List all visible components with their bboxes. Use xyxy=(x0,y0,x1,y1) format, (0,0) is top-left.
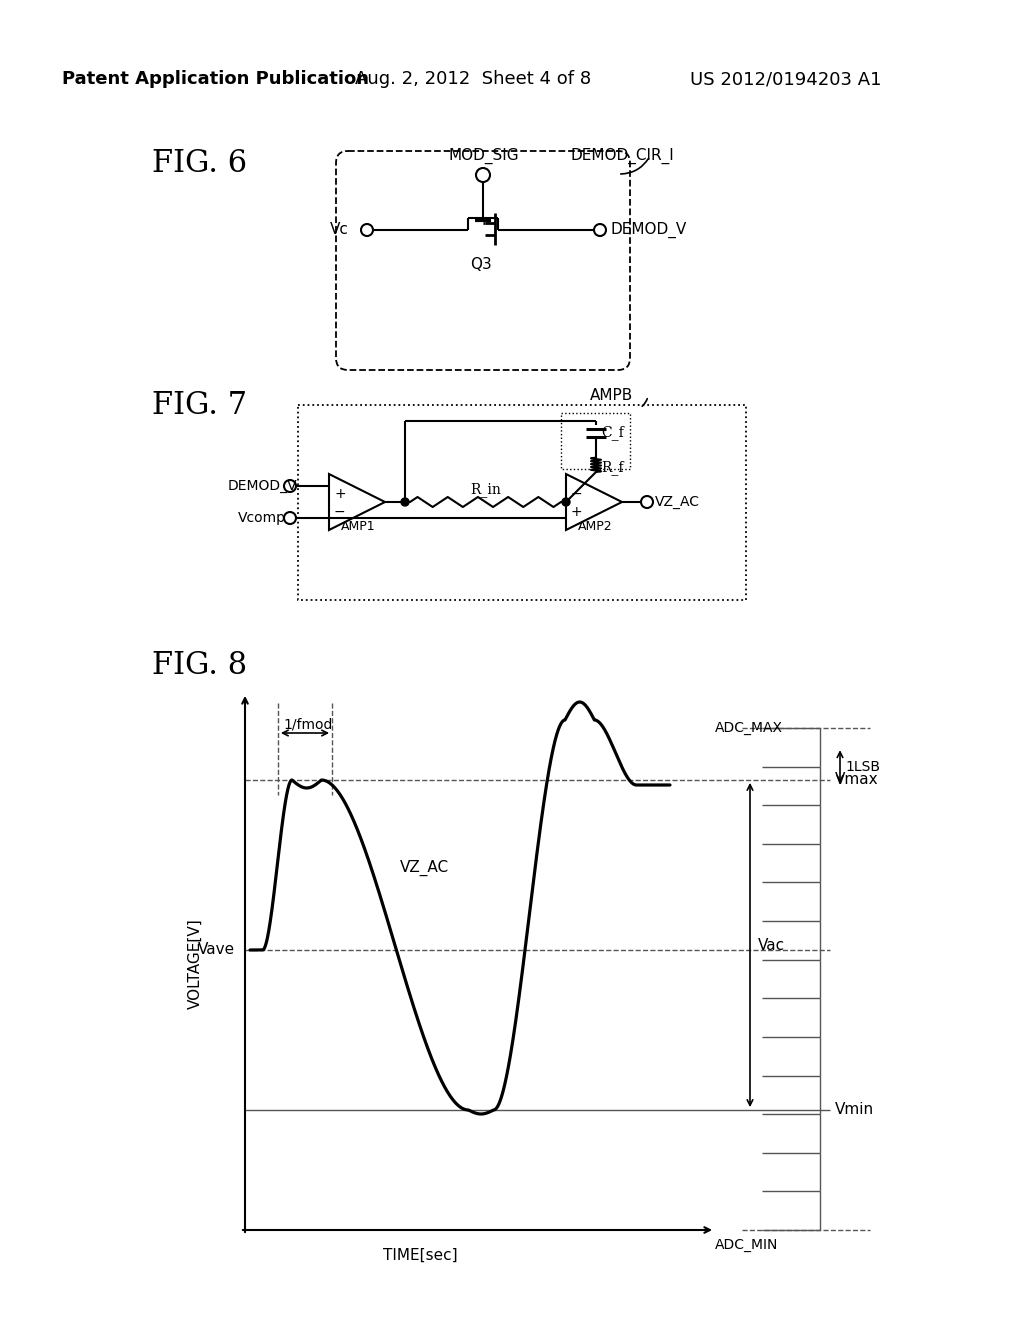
Text: DEMOD_V: DEMOD_V xyxy=(228,479,298,492)
Circle shape xyxy=(562,498,570,506)
Text: VOLTAGE[V]: VOLTAGE[V] xyxy=(187,919,203,1010)
Text: DEMOD_CIR_I: DEMOD_CIR_I xyxy=(570,148,674,164)
Text: +: + xyxy=(334,487,346,502)
Text: Vmax: Vmax xyxy=(835,772,879,788)
Text: FIG. 8: FIG. 8 xyxy=(152,649,247,681)
Text: Vac: Vac xyxy=(758,937,785,953)
Text: R_in: R_in xyxy=(470,482,501,496)
Circle shape xyxy=(641,496,653,508)
Circle shape xyxy=(476,168,490,182)
Text: 1/fmod: 1/fmod xyxy=(283,717,333,731)
Text: ADC_MIN: ADC_MIN xyxy=(715,1238,778,1251)
Text: FIG. 7: FIG. 7 xyxy=(152,389,247,421)
Text: −: − xyxy=(571,487,583,502)
Text: Vmin: Vmin xyxy=(835,1102,874,1118)
Text: TIME[sec]: TIME[sec] xyxy=(383,1247,458,1263)
Text: R_f: R_f xyxy=(601,459,624,475)
Text: +: + xyxy=(571,506,583,519)
Circle shape xyxy=(284,480,296,492)
Bar xyxy=(561,413,630,469)
Text: AMPB: AMPB xyxy=(590,388,633,403)
Text: VZ_AC: VZ_AC xyxy=(400,861,450,876)
Text: FIG. 6: FIG. 6 xyxy=(152,148,247,180)
Text: Vc: Vc xyxy=(330,223,349,238)
Text: AMP1: AMP1 xyxy=(341,520,376,533)
Text: Q3: Q3 xyxy=(470,257,492,272)
Text: Patent Application Publication: Patent Application Publication xyxy=(62,70,369,88)
Text: VZ_AC: VZ_AC xyxy=(655,495,700,510)
Text: −: − xyxy=(334,506,346,519)
Text: 1LSB: 1LSB xyxy=(845,759,880,774)
Text: AMP2: AMP2 xyxy=(578,520,612,533)
Text: DEMOD_V: DEMOD_V xyxy=(610,222,686,238)
Text: ADC_MAX: ADC_MAX xyxy=(715,721,783,735)
Circle shape xyxy=(401,498,409,506)
Text: Vcomp: Vcomp xyxy=(238,511,286,525)
Circle shape xyxy=(361,224,373,236)
Text: C_f: C_f xyxy=(601,425,624,440)
Text: US 2012/0194203 A1: US 2012/0194203 A1 xyxy=(690,70,882,88)
Bar xyxy=(298,405,746,601)
Circle shape xyxy=(594,224,606,236)
Circle shape xyxy=(284,512,296,524)
FancyBboxPatch shape xyxy=(336,150,630,370)
Text: Aug. 2, 2012  Sheet 4 of 8: Aug. 2, 2012 Sheet 4 of 8 xyxy=(355,70,591,88)
Text: MOD_SIG: MOD_SIG xyxy=(449,148,518,164)
Text: Vave: Vave xyxy=(198,942,234,957)
